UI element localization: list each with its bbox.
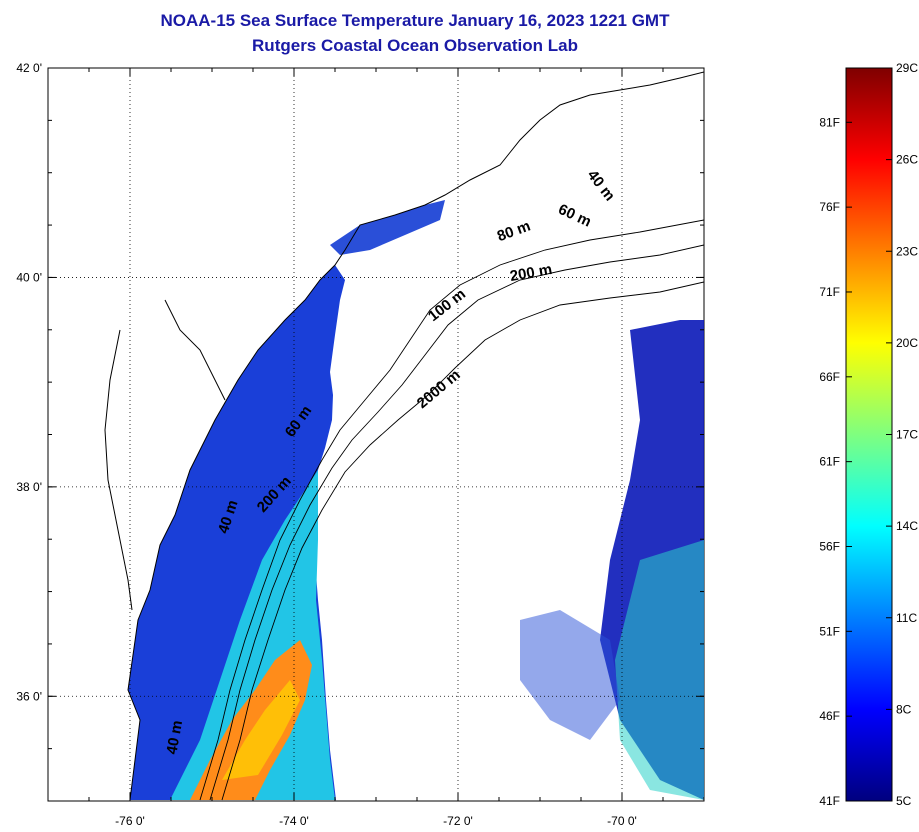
sst-long-island-sound [330,200,445,255]
map-title: NOAA-15 Sea Surface Temperature January … [160,11,670,30]
fahrenheit-label: 61F [819,455,840,469]
celsius-label: 11C [896,611,917,625]
lat-tick-label: 38 0' [16,480,42,494]
lat-tick-label: 40 0' [16,270,42,284]
lon-tick-label: -70 0' [607,814,637,828]
fahrenheit-label: 46F [819,709,840,723]
map-subtitle: Rutgers Coastal Ocean Observation Lab [252,36,578,55]
celsius-label: 26C [896,153,918,167]
fahrenheit-label: 66F [819,370,840,384]
lat-tick-label: 36 0' [16,689,42,703]
map-ticks: 42 0' 40 0' 38 0' 36 0' -76 0' -74 0' -72 0' -7… [16,61,705,828]
colorbar [845,67,893,802]
map-content [104,71,704,801]
lon-tick-label: -76 0' [115,814,145,828]
contour-label: 40 m [163,719,186,756]
lon-tick-label: -74 0' [279,814,309,828]
coastline [127,71,704,801]
colorbar-labels: 29C 26C 23C 20C 17C 14C 11C 8C 5C 81F 76F 71F 66F 61F… [819,61,918,808]
sst-offshore-speckle [615,540,704,800]
fahrenheit-label: 56F [819,539,840,553]
fahrenheit-label: 76F [819,200,840,214]
lon-tick-label: -72 0' [443,814,473,828]
fahrenheit-label: 51F [819,624,840,638]
sst-gulfstream [190,640,312,800]
celsius-label: 5C [896,794,912,808]
fahrenheit-label: 81F [819,115,840,129]
celsius-label: 8C [896,702,912,716]
celsius-label: 23C [896,244,918,258]
celsius-label: 20C [896,336,918,350]
delaware-bay [164,299,226,401]
chesapeake-bay [104,329,133,611]
celsius-label: 14C [896,519,918,533]
celsius-label: 17C [896,428,918,442]
lat-tick-label: 42 0' [16,61,42,75]
fahrenheit-label: 41F [819,794,840,808]
sst-gulfstream-core [222,680,300,780]
celsius-label: 29C [896,61,918,75]
sst-scattered-cells [520,610,620,740]
bathymetry-contours [199,219,704,801]
fahrenheit-label: 71F [819,285,840,299]
